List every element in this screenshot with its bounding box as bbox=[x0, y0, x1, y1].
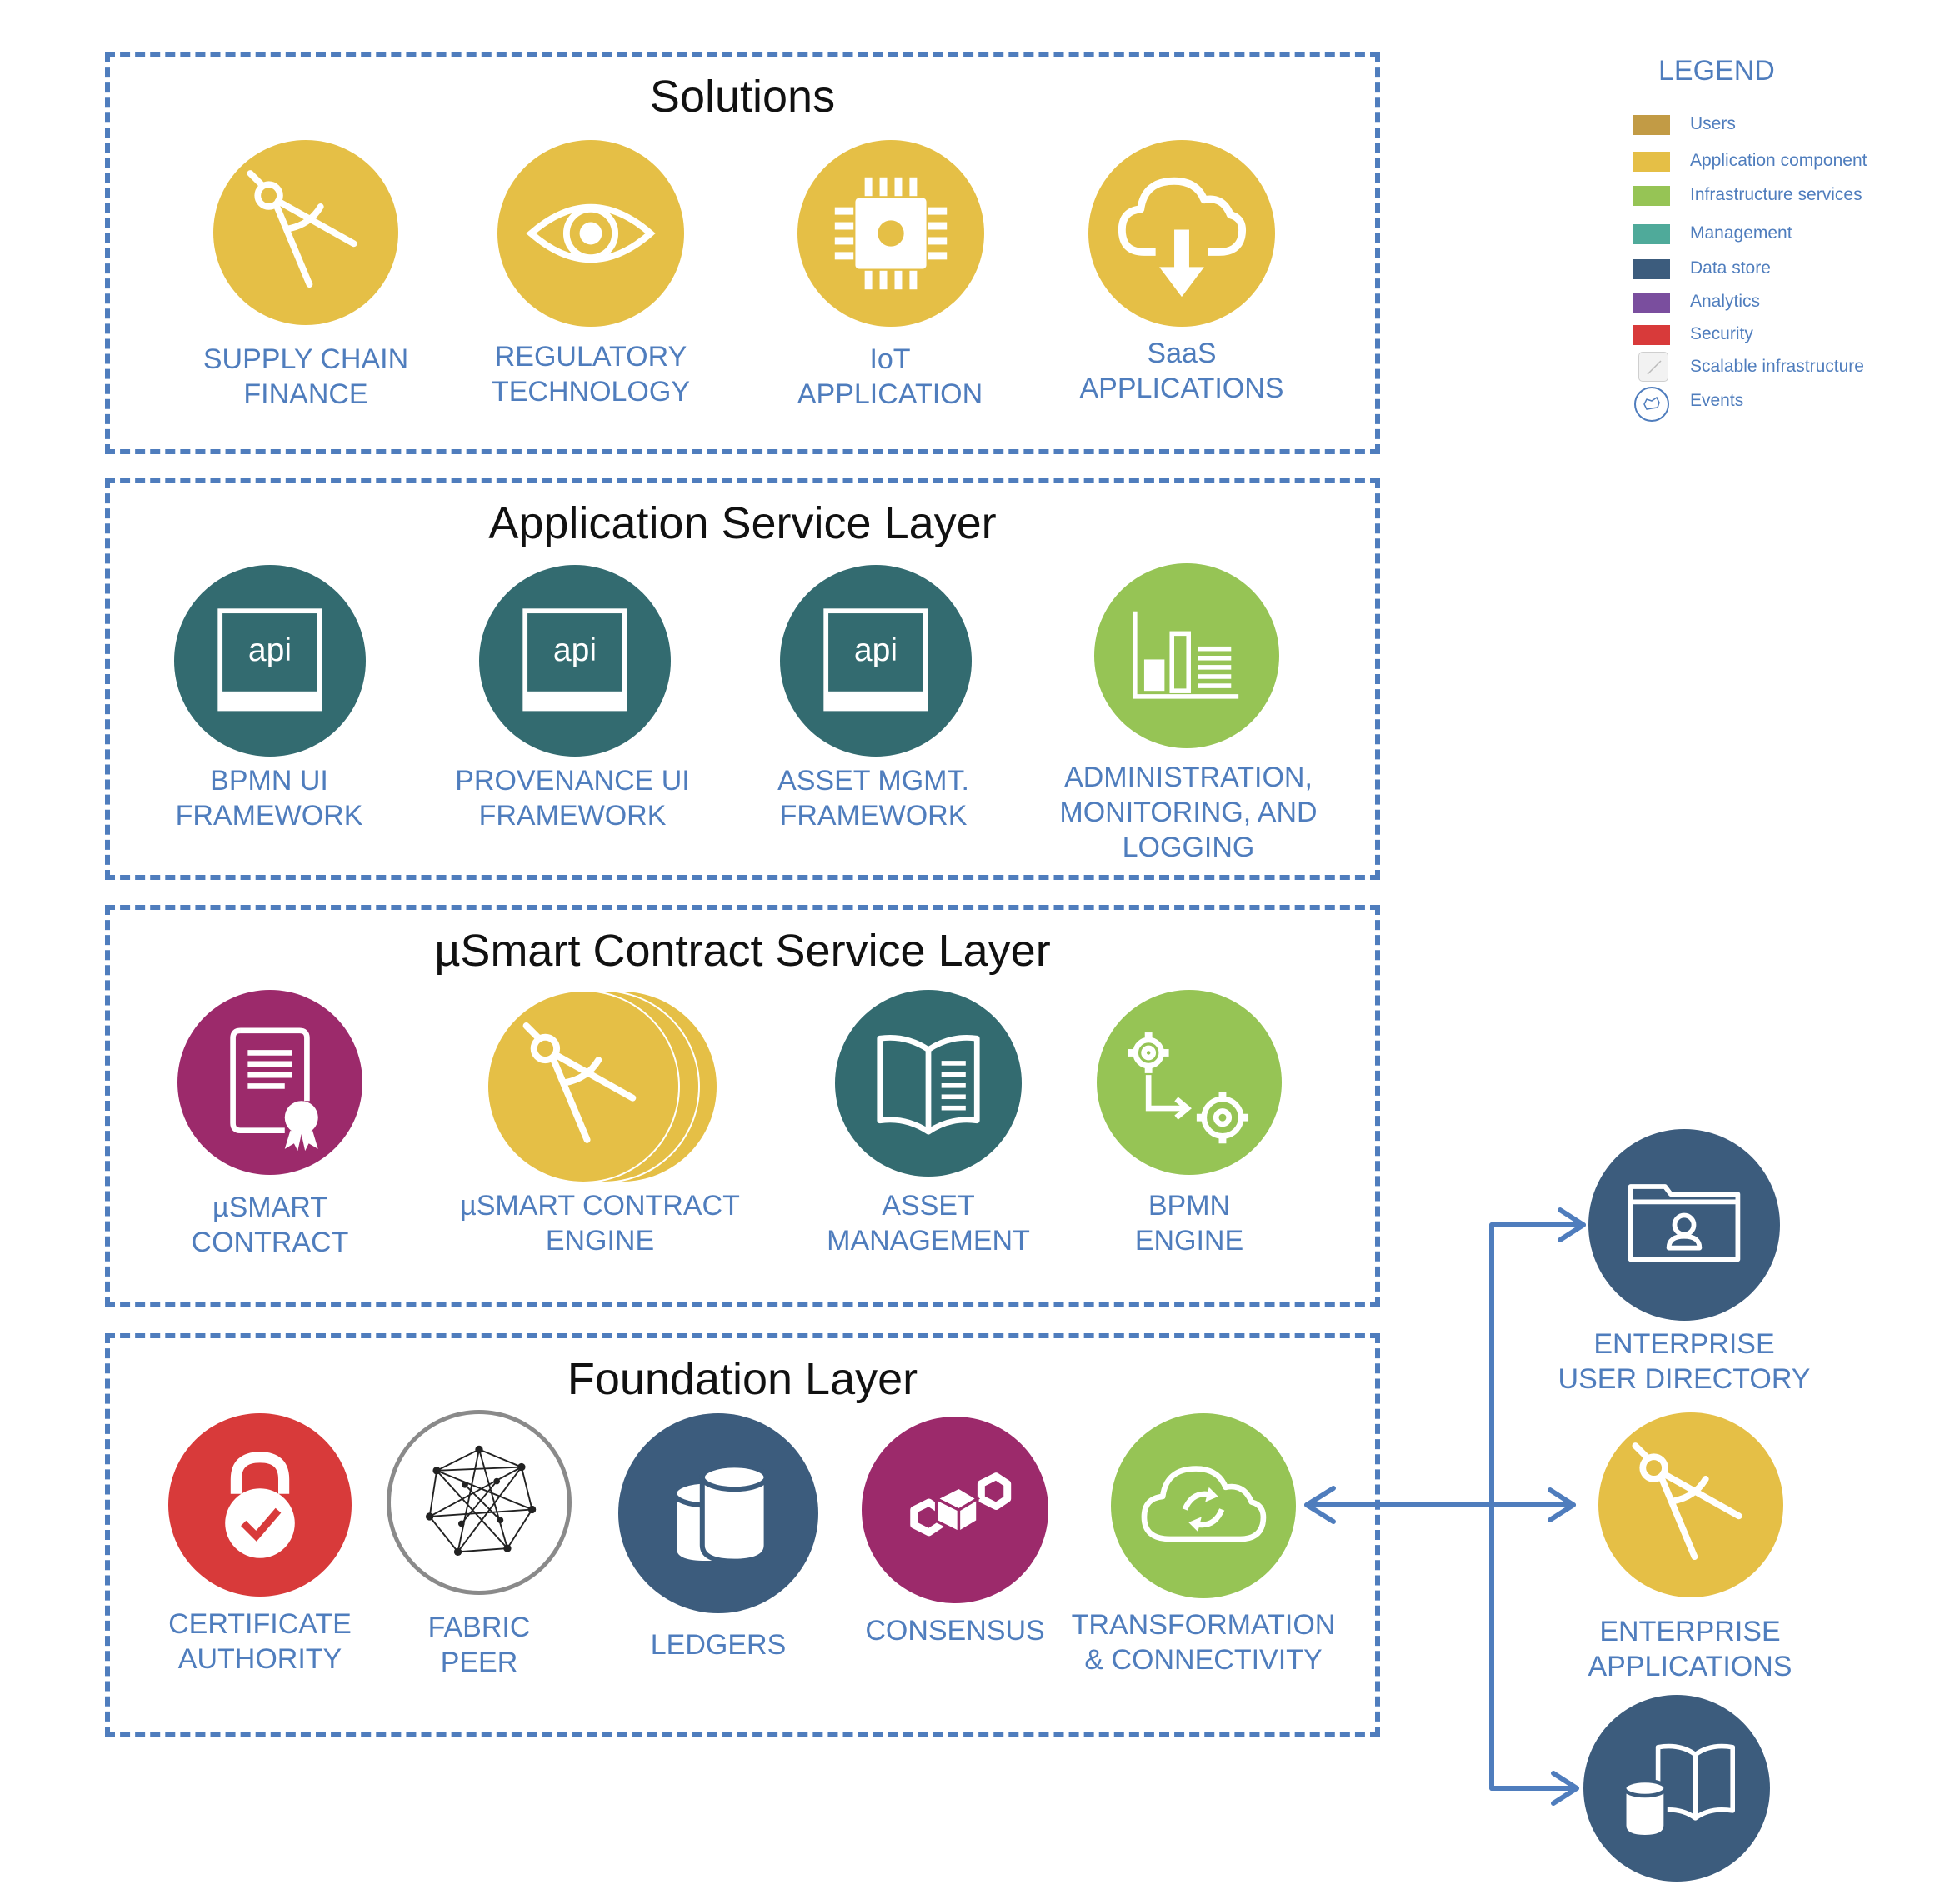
api-icon: api bbox=[174, 565, 366, 757]
cloud-sync-icon bbox=[1111, 1413, 1296, 1598]
node-label: ADMINISTRATION, MONITORING, AND LOGGING bbox=[1059, 762, 1318, 863]
api-text: api bbox=[553, 632, 597, 668]
folder-user-icon bbox=[1588, 1129, 1780, 1321]
legend-title: LEGEND bbox=[1658, 55, 1775, 87]
stack-front bbox=[488, 992, 678, 1182]
certificate-icon bbox=[178, 990, 362, 1175]
legend-swatch bbox=[1633, 115, 1670, 135]
node-label: SUPPLY CHAIN FINANCE bbox=[202, 343, 409, 410]
legend-label: Infrastructure services bbox=[1690, 185, 1862, 204]
book-icon bbox=[835, 990, 1022, 1177]
layer-title-solutions: Solutions bbox=[649, 72, 836, 122]
legend-swatch bbox=[1633, 224, 1670, 244]
cloud-download-icon bbox=[1088, 140, 1275, 327]
layer-title-application: Application Service Layer bbox=[488, 498, 997, 548]
compass-icon bbox=[213, 140, 398, 325]
node-label: ENTERPRISE USER DIRECTORY bbox=[1558, 1328, 1811, 1395]
api-text: api bbox=[248, 632, 292, 668]
events-icon bbox=[1633, 386, 1670, 422]
gears-icon bbox=[1097, 990, 1282, 1175]
node-label: TRANSFORMATION & CONNECTIVITY bbox=[1071, 1609, 1336, 1676]
node-label: FABRIC PEER bbox=[428, 1612, 531, 1678]
legend-label: Scalable infrastructure bbox=[1690, 357, 1864, 376]
smart-contract-box bbox=[105, 905, 1380, 1307]
node-label: BPMN ENGINE bbox=[1134, 1190, 1244, 1257]
eye-icon bbox=[498, 140, 684, 327]
legend-label: Events bbox=[1690, 391, 1744, 410]
data-book-icon bbox=[1583, 1695, 1770, 1882]
blocks-icon bbox=[862, 1417, 1048, 1603]
node-label: ENTERPRISE APPLICATIONS bbox=[1588, 1616, 1792, 1682]
node-label: CONSENSUS bbox=[865, 1615, 1045, 1647]
legend-swatch bbox=[1633, 292, 1670, 312]
database-icon bbox=[618, 1413, 818, 1613]
legend-swatch bbox=[1633, 186, 1670, 206]
legend-label: Security bbox=[1690, 324, 1753, 343]
network-icon bbox=[387, 1410, 572, 1595]
layer-title-foundation: Foundation Layer bbox=[567, 1354, 918, 1404]
legend-swatch bbox=[1633, 152, 1670, 172]
node-label: µSMART CONTRACT bbox=[191, 1192, 349, 1258]
node-label: BPMN UI FRAMEWORK bbox=[175, 765, 363, 832]
application-service-box bbox=[105, 478, 1380, 880]
legend-label: Application component bbox=[1690, 151, 1868, 170]
chip-icon bbox=[798, 140, 984, 327]
lock-icon bbox=[168, 1413, 352, 1597]
api-text: api bbox=[854, 632, 898, 668]
bar-chart-icon bbox=[1094, 563, 1279, 748]
node-label: LEDGERS bbox=[650, 1629, 787, 1661]
legend-swatch bbox=[1633, 325, 1670, 345]
legend-label: Management bbox=[1690, 223, 1792, 242]
legend-label: Data store bbox=[1690, 258, 1771, 278]
compass-icon bbox=[1598, 1412, 1783, 1598]
node-label: SaaS APPLICATIONS bbox=[1079, 338, 1284, 404]
legend-label: Analytics bbox=[1690, 292, 1761, 311]
solutions-box bbox=[105, 52, 1380, 454]
node-label: µSMART CONTRACT ENGINE bbox=[460, 1190, 740, 1257]
legend-label: Users bbox=[1690, 114, 1736, 133]
node-label: CERTIFICATE AUTHORITY bbox=[168, 1608, 352, 1675]
api-icon: api bbox=[479, 565, 671, 757]
layer-title-smart-contract: µSmart Contract Service Layer bbox=[434, 926, 1051, 976]
node-label: PROVENANCE UI FRAMEWORK bbox=[455, 765, 690, 832]
scalable-icon bbox=[1638, 352, 1668, 382]
node-label: ASSET MGMT. FRAMEWORK bbox=[778, 765, 969, 832]
legend-swatch bbox=[1633, 259, 1670, 279]
node-label: IoT APPLICATION bbox=[797, 343, 983, 410]
foundation-box bbox=[105, 1333, 1380, 1737]
api-icon: api bbox=[780, 565, 972, 757]
node-label: ASSET MANAGEMENT bbox=[827, 1190, 1030, 1257]
node-label: REGULATORY TECHNOLOGY bbox=[491, 341, 691, 408]
